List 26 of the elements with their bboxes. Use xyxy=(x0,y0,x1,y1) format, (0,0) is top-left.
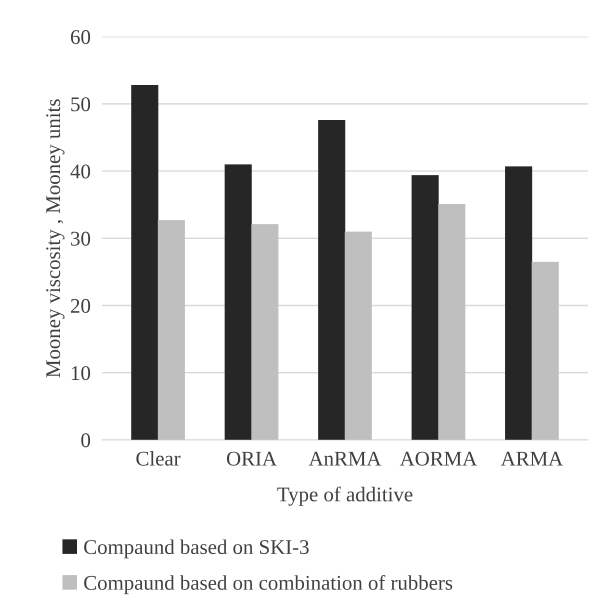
x-axis-title: Type of additive xyxy=(277,486,412,506)
y-tick-label: 60 xyxy=(70,30,90,44)
bar xyxy=(131,85,158,440)
x-tick-label: ORIA xyxy=(226,452,277,466)
bar xyxy=(251,224,278,440)
bar xyxy=(438,204,466,440)
bar xyxy=(344,232,372,440)
x-tick-label: ARMA xyxy=(500,452,564,466)
y-tick-label: 30 xyxy=(71,232,90,246)
y-axis-title: Mooney viscosity , Mooney units xyxy=(46,99,64,378)
y-tick-label: 0 xyxy=(81,433,90,448)
bar xyxy=(318,120,346,440)
y-tick-label: 40 xyxy=(70,164,90,179)
bar xyxy=(224,164,252,440)
x-tick-label: AORMA xyxy=(400,452,478,466)
x-tick-label: AnRMA xyxy=(308,452,382,466)
y-tick-label: 10 xyxy=(72,366,90,380)
legend-label: Compaund based on SKI-3 xyxy=(84,539,309,558)
bar xyxy=(505,166,532,440)
bar xyxy=(158,220,185,440)
y-tick-label: 50 xyxy=(71,97,90,112)
bar xyxy=(532,262,559,440)
x-tick-label: Clear xyxy=(136,451,180,466)
bar xyxy=(412,175,439,440)
y-tick-label: 20 xyxy=(70,298,90,313)
legend-label: Compaund based on combination of rubbers xyxy=(84,575,452,594)
